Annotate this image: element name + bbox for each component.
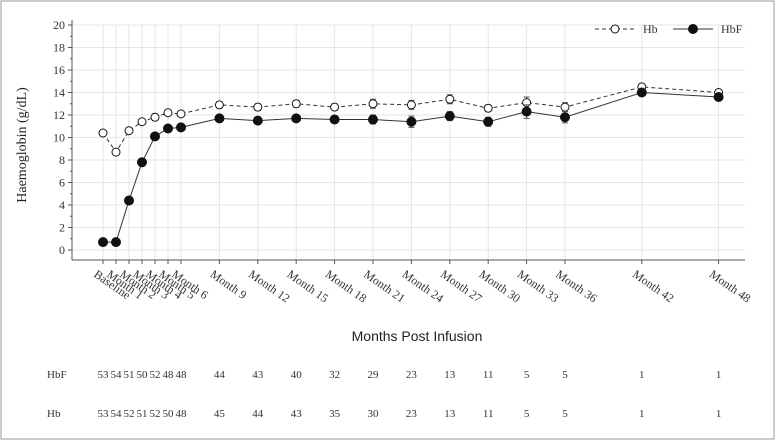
y-tick-label: 6 bbox=[59, 176, 65, 190]
data-point-hb bbox=[214, 100, 224, 110]
data-point-hb bbox=[150, 112, 160, 122]
count-cell: 5 bbox=[562, 369, 568, 381]
data-point-hbf bbox=[368, 114, 378, 125]
data-point-hb bbox=[137, 117, 147, 127]
data-point-hbf bbox=[98, 237, 108, 248]
data-point-hbf bbox=[521, 106, 532, 117]
data-point-hb bbox=[124, 126, 134, 136]
data-point-hbf bbox=[124, 195, 134, 206]
count-cell: 23 bbox=[406, 408, 418, 420]
x-axis-title: Months Post Infusion bbox=[352, 328, 483, 344]
data-point-hbf bbox=[406, 116, 417, 127]
series-layer bbox=[98, 82, 724, 248]
y-tick-label: 0 bbox=[59, 243, 65, 257]
count-cell: 1 bbox=[639, 408, 645, 420]
count-cell: 43 bbox=[291, 408, 303, 420]
count-cell: 50 bbox=[163, 408, 175, 420]
y-tick-label: 12 bbox=[53, 108, 65, 122]
data-point-hb bbox=[368, 99, 378, 109]
legend-marker-hbf bbox=[688, 24, 698, 34]
count-cell: 51 bbox=[124, 369, 135, 381]
data-point-hbf bbox=[163, 123, 173, 134]
legend-label-hbf: HbF bbox=[721, 22, 743, 36]
data-point-hbf bbox=[329, 114, 340, 125]
data-point-hbf bbox=[252, 115, 263, 126]
y-tick-label: 8 bbox=[59, 153, 65, 167]
data-point-hbf bbox=[291, 113, 302, 124]
count-cell: 53 bbox=[98, 408, 110, 420]
count-cell: 52 bbox=[124, 408, 135, 420]
count-cell: 1 bbox=[716, 369, 722, 381]
count-cell: 54 bbox=[111, 369, 123, 381]
count-cell: 52 bbox=[150, 369, 161, 381]
count-cell: 44 bbox=[214, 369, 226, 381]
count-cell: 1 bbox=[716, 408, 722, 420]
legend-marker-hb bbox=[610, 24, 620, 34]
count-cell: 11 bbox=[483, 408, 494, 420]
count-cell: 51 bbox=[137, 408, 148, 420]
legend-label-hb: Hb bbox=[643, 22, 658, 36]
y-tick-label: 20 bbox=[53, 18, 65, 32]
legend: Hb HbF bbox=[595, 22, 743, 36]
count-cell: 5 bbox=[524, 369, 530, 381]
count-cell: 48 bbox=[176, 408, 188, 420]
y-tick-label: 14 bbox=[53, 86, 65, 100]
count-cell: 5 bbox=[562, 408, 568, 420]
count-cell: 48 bbox=[176, 369, 188, 381]
count-cell: 30 bbox=[368, 408, 380, 420]
y-tick-label: 16 bbox=[53, 63, 65, 77]
data-point-hbf bbox=[137, 157, 147, 168]
data-point-hb bbox=[560, 102, 570, 112]
y-tick-label: 10 bbox=[53, 131, 65, 145]
data-point-hbf bbox=[713, 92, 724, 102]
y-tick-label: 2 bbox=[59, 221, 65, 235]
data-point-hbf bbox=[560, 112, 570, 123]
n-at-risk-table: HbF 53 54 51 50 52 48 48 44 43 40 32 29 23 13 11 5 5 1 1Hb 5… bbox=[47, 369, 721, 420]
count-cell: 50 bbox=[137, 369, 149, 381]
data-point-hb bbox=[98, 128, 108, 138]
data-point-hbf bbox=[111, 237, 121, 248]
count-cell: 54 bbox=[111, 408, 123, 420]
count-cell: 53 bbox=[98, 369, 110, 381]
count-cell: 23 bbox=[406, 369, 418, 381]
count-cell: 13 bbox=[444, 369, 456, 381]
data-point-hb bbox=[291, 99, 301, 109]
count-cell: 44 bbox=[252, 408, 264, 420]
count-cell: 1 bbox=[639, 369, 645, 381]
data-point-hb bbox=[445, 94, 455, 104]
data-point-hb bbox=[176, 109, 186, 119]
count-cell: 45 bbox=[214, 408, 226, 420]
data-point-hb bbox=[111, 147, 121, 157]
data-point-hb bbox=[253, 102, 263, 112]
count-cell: 29 bbox=[368, 369, 380, 381]
data-point-hbf bbox=[214, 113, 225, 124]
data-point-hbf bbox=[483, 116, 494, 127]
data-point-hbf bbox=[176, 122, 186, 133]
data-point-hb bbox=[406, 100, 416, 110]
count-cell: 32 bbox=[329, 369, 340, 381]
count-row-label: Hb bbox=[47, 408, 61, 420]
y-axis-title: Haemoglobin (g/dL) bbox=[15, 87, 30, 203]
data-point-hbf bbox=[150, 131, 160, 142]
y-tick-label: 4 bbox=[59, 198, 65, 212]
count-cell: 35 bbox=[329, 408, 341, 420]
data-point-hbf bbox=[636, 87, 647, 98]
data-point-hbf bbox=[444, 111, 455, 122]
count-row-label: HbF bbox=[47, 369, 67, 381]
y-tick-label: 18 bbox=[53, 41, 65, 55]
count-cell: 5 bbox=[524, 408, 530, 420]
data-point-hb bbox=[483, 103, 493, 113]
count-cell: 11 bbox=[483, 369, 494, 381]
grid-layer bbox=[72, 24, 745, 260]
count-cell: 52 bbox=[150, 408, 161, 420]
count-cell: 13 bbox=[444, 408, 456, 420]
count-cell: 43 bbox=[252, 369, 264, 381]
count-cell: 48 bbox=[163, 369, 175, 381]
data-point-hb bbox=[330, 102, 340, 112]
data-point-hb bbox=[163, 108, 173, 118]
count-cell: 40 bbox=[291, 369, 303, 381]
